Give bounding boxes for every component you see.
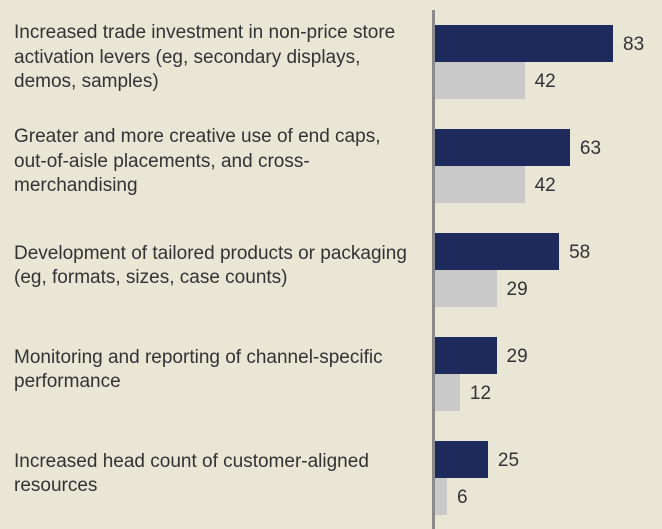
value-label: 6: [456, 487, 468, 508]
bar: [434, 25, 614, 62]
category-label: Increased trade investment in non-price …: [14, 22, 396, 93]
bar: [434, 441, 488, 478]
bar: [434, 166, 525, 203]
bar: [434, 478, 447, 515]
value-label: 12: [469, 383, 492, 404]
value-label: 42: [534, 71, 556, 92]
value-label: 83: [623, 34, 645, 55]
bar: [434, 233, 560, 270]
bar: [434, 129, 570, 166]
category-label: Greater and more creative use of end cap…: [14, 126, 381, 197]
value-label: 63: [579, 138, 602, 159]
value-label: 25: [497, 450, 520, 471]
bar: [434, 270, 497, 307]
value-label: 42: [534, 175, 556, 196]
bar: [434, 337, 497, 374]
bar: [434, 374, 460, 411]
axis-line: [432, 10, 435, 529]
category-label: Development of tailored products or pack…: [14, 242, 407, 289]
value-label: 29: [506, 346, 528, 367]
category-label: Monitoring and reporting of channel-spec…: [14, 346, 383, 393]
bar: [434, 62, 525, 99]
value-label: 58: [569, 242, 591, 263]
category-label: Increased head count of customer-aligned…: [14, 450, 369, 497]
value-label: 29: [506, 279, 528, 300]
